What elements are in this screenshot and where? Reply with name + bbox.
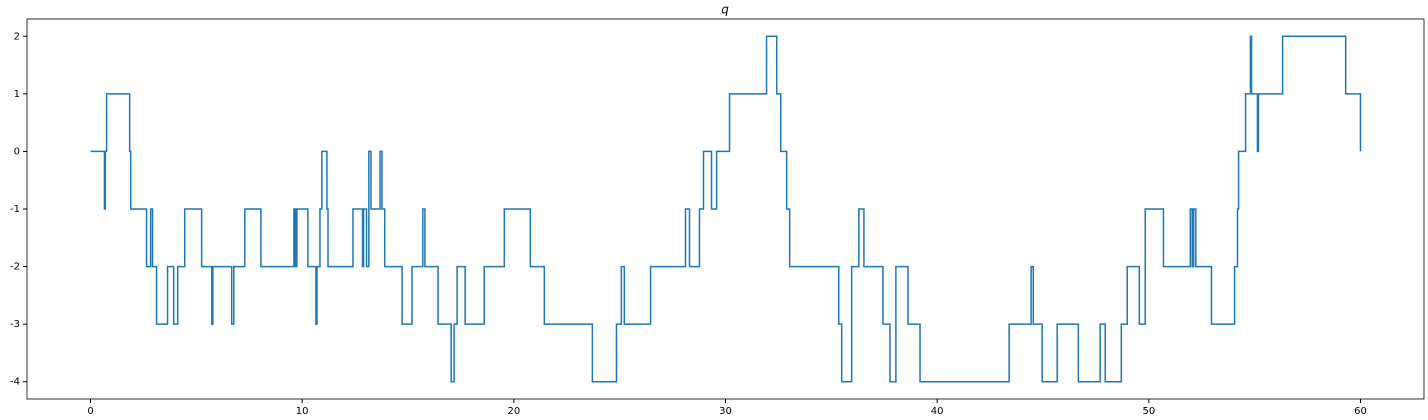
line bbox=[90, 35, 1362, 383]
x-tick-label: 60 bbox=[1354, 406, 1367, 417]
x-tick-label: 0 bbox=[87, 406, 93, 417]
x-tick-label: 10 bbox=[296, 406, 309, 417]
x-tick-label: 50 bbox=[1142, 406, 1155, 417]
plot-frame bbox=[26, 18, 1425, 400]
x-tick-label: 30 bbox=[719, 406, 732, 417]
y-tick-label: 2 bbox=[14, 31, 20, 42]
y-tick-label: -1 bbox=[10, 204, 20, 215]
x-tick-label: 40 bbox=[931, 406, 944, 417]
y-tick-label: 1 bbox=[14, 89, 20, 100]
y-tick-label: -3 bbox=[10, 319, 20, 330]
chart-title: q bbox=[721, 3, 729, 17]
x-tick-label: 20 bbox=[507, 406, 520, 417]
y-tick-label: 0 bbox=[14, 146, 20, 157]
y-tick-label: -4 bbox=[10, 377, 20, 388]
y-tick-label: -2 bbox=[10, 262, 20, 273]
